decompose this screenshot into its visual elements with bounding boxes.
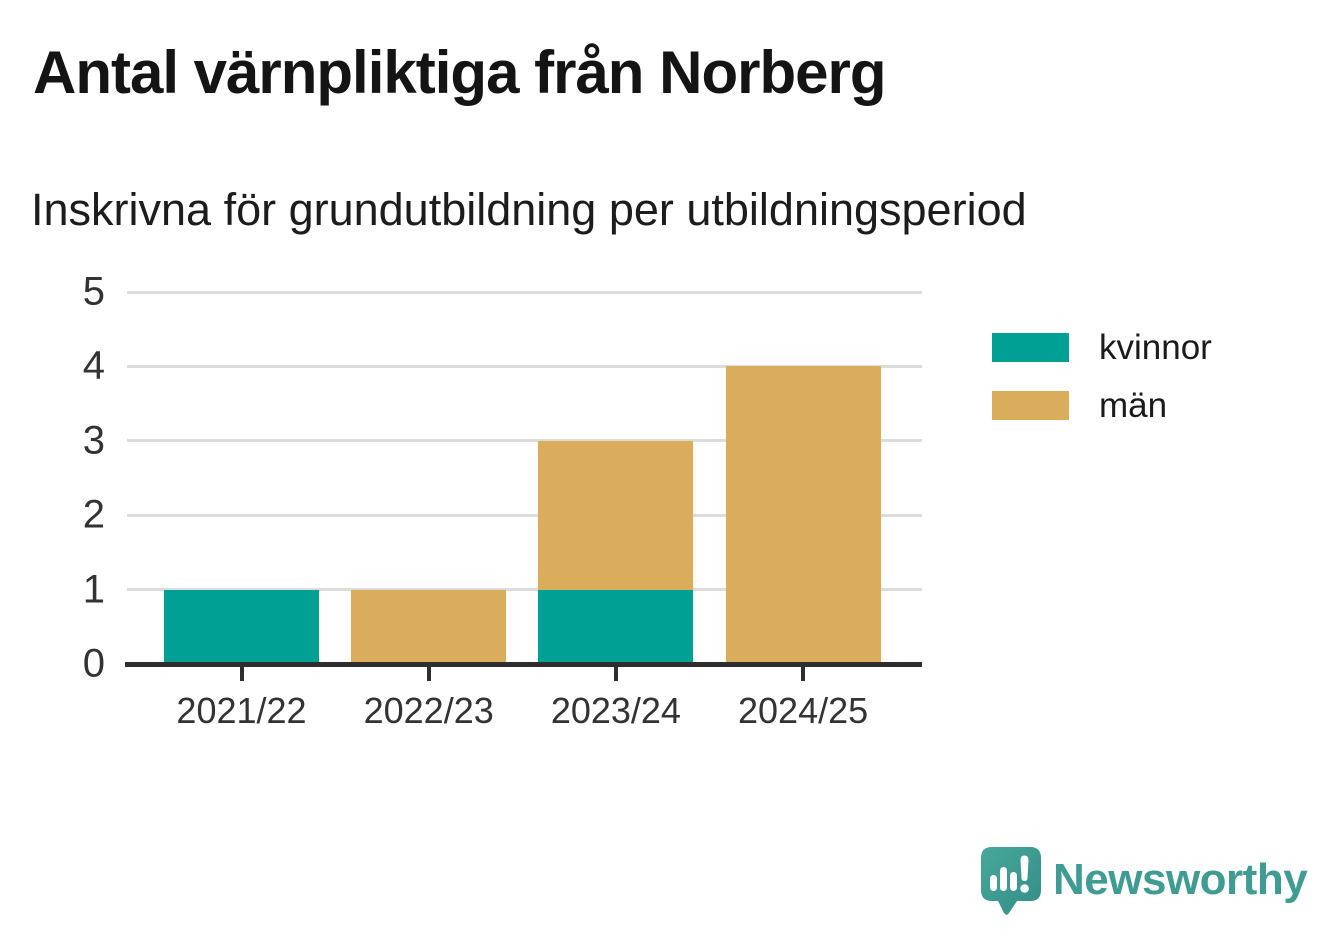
logo-exclamation-dot [1020, 884, 1029, 893]
legend-item-kvinnor: kvinnor [992, 328, 1212, 367]
brand-name: Newsworthy [1053, 855, 1308, 904]
gridline [127, 513, 922, 517]
logo-bar-tall [1000, 867, 1007, 891]
legend: kvinnor män [992, 328, 1212, 449]
bar-segment-kvinnor [538, 589, 694, 664]
logo-bar-small [990, 875, 997, 891]
y-axis-tick-label: 5 [82, 269, 105, 314]
x-axis-line [125, 662, 922, 667]
y-axis-tick-label: 0 [82, 641, 105, 686]
bar-segment-män [538, 440, 694, 590]
x-axis-tick [613, 667, 618, 681]
legend-item-män: män [992, 386, 1212, 425]
x-axis-tick [801, 667, 806, 681]
gridline [127, 439, 922, 443]
legend-swatch [992, 333, 1069, 362]
logo-exclamation-bar [1020, 855, 1029, 881]
y-axis-tick-label: 4 [82, 343, 105, 388]
gridline [127, 290, 922, 294]
bar-segment-män [725, 366, 881, 664]
newsworthy-logo-icon [981, 847, 1041, 915]
legend-label: män [1099, 386, 1168, 425]
bar-segment-kvinnor [164, 589, 319, 664]
chart-subtitle: Inskrivna för grundutbildning per utbild… [31, 184, 1027, 235]
x-axis-category-label: 2023/24 [550, 690, 681, 731]
x-axis-category-label: 2024/25 [738, 690, 869, 731]
chart-title: Antal värnpliktiga från Norberg [33, 39, 886, 106]
x-axis-category-label: 2022/23 [363, 690, 494, 731]
y-axis-tick-label: 3 [82, 418, 105, 463]
gridline [127, 588, 922, 592]
y-axis-tick-label: 2 [82, 492, 105, 537]
x-axis-category-label: 2021/22 [176, 690, 307, 731]
bar-segment-män [351, 589, 507, 664]
legend-label: kvinnor [1099, 328, 1212, 367]
gridline [127, 364, 922, 368]
x-axis-tick [426, 667, 431, 681]
brand-footer: Newsworthy [979, 845, 1308, 915]
legend-swatch [992, 391, 1069, 420]
y-axis-tick-label: 1 [82, 567, 105, 612]
x-axis-tick [239, 667, 244, 681]
logo-bar-medium [1010, 872, 1017, 891]
